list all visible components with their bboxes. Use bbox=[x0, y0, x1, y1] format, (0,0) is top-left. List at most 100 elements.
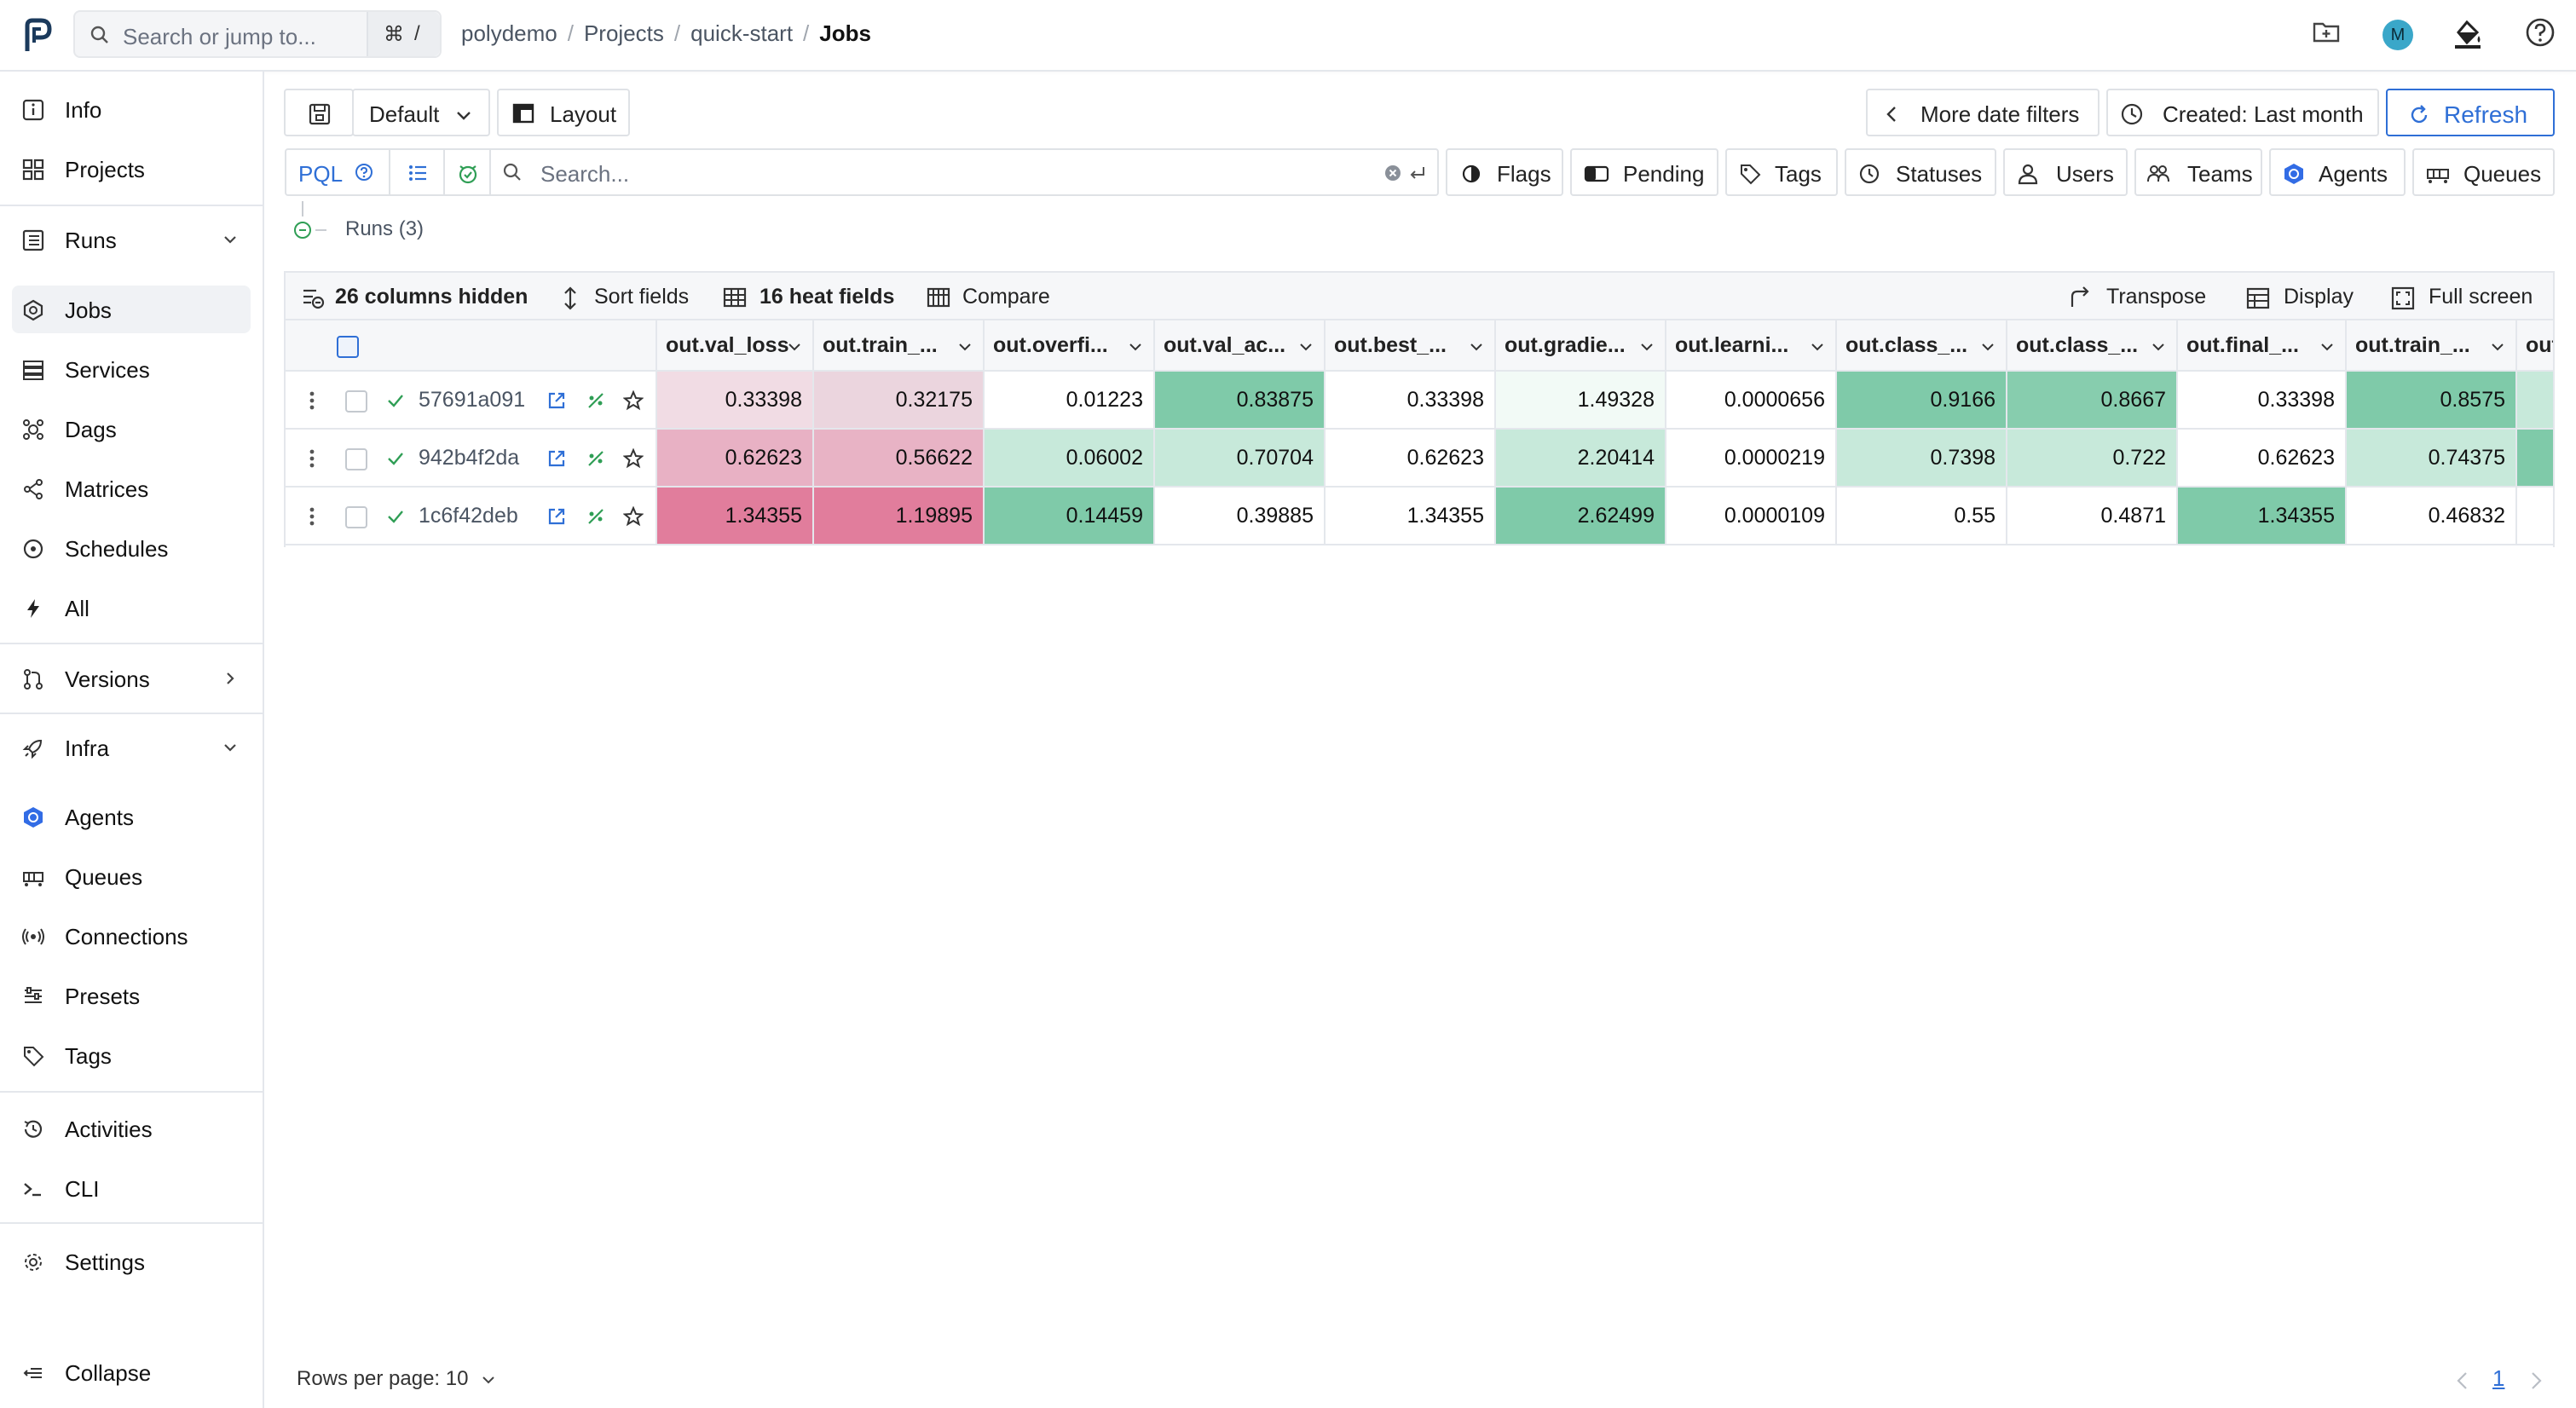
heat-fields-button[interactable]: 16 heat fields bbox=[760, 285, 894, 309]
prev-page-icon[interactable] bbox=[2455, 1370, 2470, 1391]
open-external-icon[interactable] bbox=[546, 390, 567, 411]
star-icon[interactable] bbox=[623, 506, 644, 527]
layout-button[interactable]: Layout bbox=[497, 89, 630, 136]
pipeline-icon[interactable] bbox=[586, 448, 606, 469]
chevron-down-icon[interactable] bbox=[1980, 339, 1996, 355]
columns-hidden-button[interactable]: 26 columns hidden bbox=[335, 285, 528, 309]
chevron-down-icon[interactable] bbox=[2319, 339, 2335, 355]
pending-filter-button[interactable]: Pending bbox=[1570, 148, 1718, 196]
chevron-down-icon[interactable] bbox=[1810, 339, 1825, 355]
column-header[interactable]: out.train_... bbox=[2347, 320, 2517, 372]
drag-handle-icon[interactable] bbox=[308, 448, 316, 469]
chevron-down-icon[interactable] bbox=[1128, 339, 1143, 355]
sidebar-item-runs[interactable]: Runs bbox=[12, 216, 251, 263]
sidebar-item-activities[interactable]: Activities bbox=[12, 1105, 251, 1152]
sidebar-item-info[interactable]: Info bbox=[12, 85, 251, 133]
column-header[interactable]: out.class_... bbox=[1837, 320, 2007, 372]
breadcrumb-project[interactable]: quick-start bbox=[690, 20, 794, 46]
question-icon[interactable] bbox=[355, 163, 373, 182]
chevron-down-icon[interactable] bbox=[1639, 339, 1655, 355]
created-date-filter-button[interactable]: Created: Last month bbox=[2106, 89, 2379, 136]
run-id-link[interactable]: 942b4f2da bbox=[419, 446, 520, 470]
breadcrumb-projects[interactable]: Projects bbox=[583, 20, 664, 46]
sidebar-item-agents[interactable]: Agents bbox=[12, 793, 251, 840]
sidebar-item-presets[interactable]: Presets bbox=[12, 972, 251, 1019]
list-view-toggle[interactable] bbox=[390, 150, 445, 194]
theme-paint-icon[interactable] bbox=[2452, 17, 2484, 49]
rows-per-page-select[interactable]: Rows per page: 10 bbox=[297, 1367, 496, 1391]
sidebar-item-cli[interactable]: CLI bbox=[12, 1164, 251, 1212]
star-icon[interactable] bbox=[623, 390, 644, 411]
breadcrumb-org[interactable]: polydemo bbox=[461, 20, 557, 46]
sort-fields-button[interactable]: Sort fields bbox=[594, 285, 690, 309]
row-checkbox[interactable] bbox=[345, 390, 367, 413]
sidebar-item-settings[interactable]: Settings bbox=[12, 1238, 251, 1285]
column-header[interactable]: out. bbox=[2517, 320, 2553, 372]
tags-filter-button[interactable]: Tags bbox=[1725, 148, 1838, 196]
star-icon[interactable] bbox=[623, 448, 644, 469]
polyaxon-logo-icon[interactable] bbox=[20, 17, 55, 55]
row-checkbox[interactable] bbox=[345, 506, 367, 528]
open-external-icon[interactable] bbox=[546, 506, 567, 527]
refresh-button[interactable]: Refresh bbox=[2386, 89, 2555, 136]
new-folder-icon[interactable] bbox=[2312, 17, 2341, 46]
agents-filter-button[interactable]: Agents bbox=[2269, 148, 2406, 196]
more-date-filters-button[interactable]: More date filters bbox=[1866, 89, 2099, 136]
pql-toggle[interactable]: PQL bbox=[286, 150, 390, 194]
table-row[interactable]: 1c6f42deb bbox=[286, 488, 657, 545]
statuses-filter-button[interactable]: Statuses bbox=[1845, 148, 1996, 196]
run-id-link[interactable]: 57691a091 bbox=[419, 388, 526, 412]
enter-icon[interactable] bbox=[1408, 164, 1427, 182]
avatar[interactable]: M bbox=[2383, 20, 2413, 50]
sidebar-item-jobs[interactable]: Jobs bbox=[12, 286, 251, 333]
column-header[interactable]: out.best_... bbox=[1326, 320, 1496, 372]
runs-count-label[interactable]: Runs (3) bbox=[345, 217, 425, 240]
sidebar-item-versions[interactable]: Versions bbox=[12, 655, 251, 702]
sidebar-item-connections[interactable]: Connections bbox=[12, 912, 251, 960]
select-all-checkbox[interactable] bbox=[337, 336, 359, 358]
auto-refresh-toggle[interactable] bbox=[445, 150, 491, 194]
sidebar-item-dags[interactable]: Dags bbox=[12, 405, 251, 453]
next-page-icon[interactable] bbox=[2528, 1370, 2544, 1391]
clear-icon[interactable] bbox=[1384, 164, 1401, 182]
column-header[interactable]: out.class_... bbox=[2007, 320, 2178, 372]
queues-filter-button[interactable]: Queues bbox=[2412, 148, 2555, 196]
flags-filter-button[interactable]: Flags bbox=[1446, 148, 1563, 196]
preset-select[interactable]: Default bbox=[352, 89, 490, 136]
sidebar-item-all[interactable]: All bbox=[12, 584, 251, 632]
drag-handle-icon[interactable] bbox=[308, 506, 316, 527]
column-header[interactable]: out.val_ac... bbox=[1155, 320, 1326, 372]
column-header[interactable]: out.train_... bbox=[814, 320, 985, 372]
display-button[interactable]: Display bbox=[2284, 285, 2354, 309]
open-external-icon[interactable] bbox=[546, 448, 567, 469]
run-id-link[interactable]: 1c6f42deb bbox=[419, 504, 518, 528]
drag-handle-icon[interactable] bbox=[308, 390, 316, 411]
teams-filter-button[interactable]: Teams bbox=[2134, 148, 2262, 196]
pipeline-icon[interactable] bbox=[586, 506, 606, 527]
jump-search-input[interactable]: Search or jump to... ⌘ / bbox=[73, 10, 442, 58]
column-header[interactable]: out.learni... bbox=[1666, 320, 1837, 372]
compare-button[interactable]: Compare bbox=[962, 285, 1050, 309]
chevron-down-icon[interactable] bbox=[2490, 339, 2505, 355]
column-header[interactable]: out.val_loss bbox=[657, 320, 814, 372]
table-row[interactable]: 942b4f2da bbox=[286, 430, 657, 488]
row-checkbox[interactable] bbox=[345, 448, 367, 470]
column-header[interactable]: out.final_... bbox=[2178, 320, 2347, 372]
chevron-down-icon[interactable] bbox=[787, 339, 802, 355]
chevron-down-icon[interactable] bbox=[1298, 339, 1314, 355]
sidebar-item-projects[interactable]: Projects bbox=[12, 145, 251, 193]
full-screen-button[interactable]: Full screen bbox=[2429, 285, 2533, 309]
pipeline-icon[interactable] bbox=[586, 390, 606, 411]
transpose-button[interactable]: Transpose bbox=[2106, 285, 2207, 309]
pql-search-input[interactable]: Search... bbox=[540, 161, 630, 187]
sidebar-item-schedules[interactable]: Schedules bbox=[12, 524, 251, 572]
sidebar-item-services[interactable]: Services bbox=[12, 345, 251, 393]
page-1-link[interactable]: 1 bbox=[2492, 1365, 2505, 1391]
sidebar-collapse-button[interactable]: Collapse bbox=[12, 1348, 251, 1396]
sidebar-item-infra[interactable]: Infra bbox=[12, 724, 251, 771]
table-row[interactable]: 57691a091 bbox=[286, 372, 657, 430]
column-header[interactable]: out.gradie... bbox=[1496, 320, 1666, 372]
column-header[interactable]: out.overfi... bbox=[985, 320, 1155, 372]
chevron-down-icon[interactable] bbox=[2151, 339, 2166, 355]
sidebar-item-tags[interactable]: Tags bbox=[12, 1031, 251, 1079]
